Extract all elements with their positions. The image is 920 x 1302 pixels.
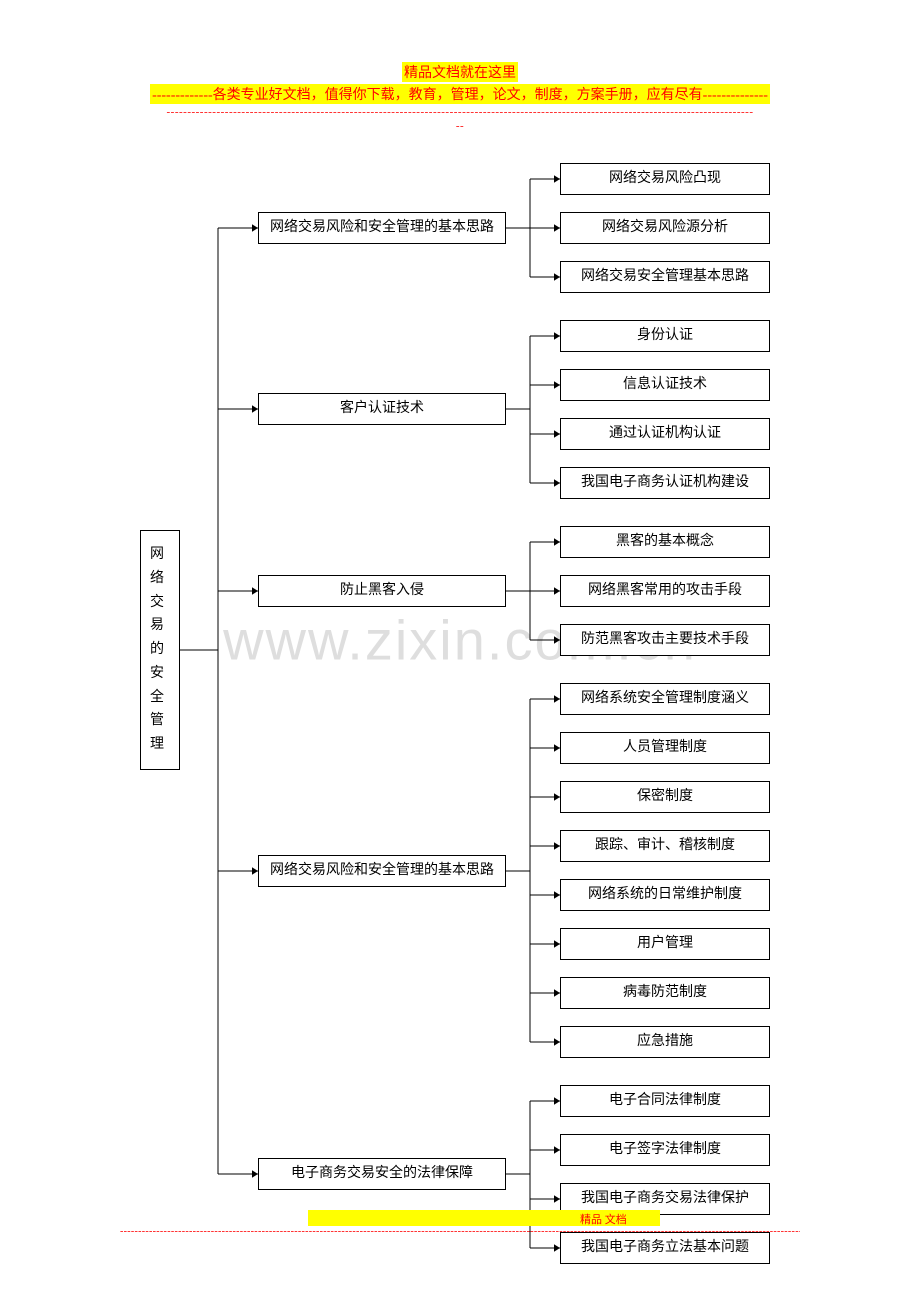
leaf-node: 网络交易风险源分析	[560, 212, 770, 244]
mid-node: 网络交易风险和安全管理的基本思路	[258, 212, 506, 244]
leaf-node: 用户管理	[560, 928, 770, 960]
leaf-node: 网络黑客常用的攻击手段	[560, 575, 770, 607]
leaf-node: 跟踪、审计、稽核制度	[560, 830, 770, 862]
leaf-node: 电子合同法律制度	[560, 1085, 770, 1117]
header-title: 精品文档就在这里	[402, 62, 518, 82]
leaf-node: 信息认证技术	[560, 369, 770, 401]
leaf-node: 网络交易安全管理基本思路	[560, 261, 770, 293]
footer-label: 精品 文档	[580, 1211, 627, 1227]
header-dashes-1: ----------------------------------------…	[0, 106, 920, 118]
root-label: 网络交易的安全管理	[150, 543, 170, 757]
leaf-node: 电子签字法律制度	[560, 1134, 770, 1166]
leaf-node: 我国电子商务认证机构建设	[560, 467, 770, 499]
leaf-node: 网络交易风险凸现	[560, 163, 770, 195]
mid-node: 客户认证技术	[258, 393, 506, 425]
leaf-node: 通过认证机构认证	[560, 418, 770, 450]
leaf-node: 应急措施	[560, 1026, 770, 1058]
page: 精品文档就在这里 -------------各类专业好文档，值得你下载，教育，管…	[0, 0, 920, 1302]
leaf-node: 防范黑客攻击主要技术手段	[560, 624, 770, 656]
leaf-node: 黑客的基本概念	[560, 526, 770, 558]
connector-layer	[0, 0, 920, 1302]
leaf-node: 身份认证	[560, 320, 770, 352]
leaf-node: 人员管理制度	[560, 732, 770, 764]
mid-node: 电子商务交易安全的法律保障	[258, 1158, 506, 1190]
page-header: 精品文档就在这里 -------------各类专业好文档，值得你下载，教育，管…	[0, 0, 920, 132]
footer-dash-1: ----------------------------------------…	[120, 1226, 800, 1237]
leaf-node: 网络系统安全管理制度涵义	[560, 683, 770, 715]
mid-node: 防止黑客入侵	[258, 575, 506, 607]
leaf-node: 保密制度	[560, 781, 770, 813]
leaf-node: 病毒防范制度	[560, 977, 770, 1009]
mid-node: 网络交易风险和安全管理的基本思路	[258, 855, 506, 887]
leaf-node: 网络系统的日常维护制度	[560, 879, 770, 911]
header-dashes-2: --	[0, 120, 920, 132]
root-node: 网络交易的安全管理	[140, 530, 180, 770]
header-subtitle: -------------各类专业好文档，值得你下载，教育，管理，论文，制度，方…	[150, 84, 770, 104]
